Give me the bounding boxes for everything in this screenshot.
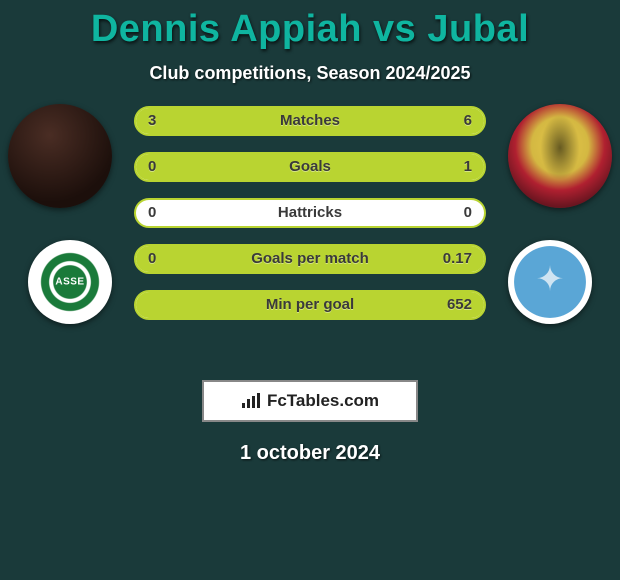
player2-avatar bbox=[508, 104, 612, 208]
stat-bar-matches: 36Matches bbox=[134, 106, 486, 136]
player2-club-badge bbox=[508, 240, 592, 324]
stat-label: Min per goal bbox=[136, 292, 484, 318]
stat-bar-min-per-goal: 652Min per goal bbox=[134, 290, 486, 320]
site-name: FcTables.com bbox=[267, 391, 379, 411]
chart-icon bbox=[241, 393, 261, 409]
comparison-panel: 36Matches 01Goals 00Hattricks 00.17Goals pe… bbox=[0, 106, 620, 366]
snapshot-date: 1 october 2024 bbox=[0, 442, 620, 465]
stat-label: Goals bbox=[136, 154, 484, 180]
player1-name: Dennis Appiah bbox=[91, 8, 362, 50]
stat-bar-goals-per-match: 00.17Goals per match bbox=[134, 244, 486, 274]
stat-bars: 36Matches 01Goals 00Hattricks 00.17Goals pe… bbox=[134, 106, 486, 336]
stat-bar-hattricks: 00Hattricks bbox=[134, 198, 486, 228]
player2-name: Jubal bbox=[427, 8, 529, 50]
comparison-title: Dennis Appiah vs Jubal bbox=[0, 0, 620, 51]
subtitle: Club competitions, Season 2024/2025 bbox=[0, 63, 620, 84]
stat-bar-goals: 01Goals bbox=[134, 152, 486, 182]
vs-text: vs bbox=[373, 8, 416, 50]
player1-avatar bbox=[8, 104, 112, 208]
stat-label: Matches bbox=[136, 108, 484, 134]
player1-club-badge bbox=[28, 240, 112, 324]
site-branding: FcTables.com bbox=[202, 380, 418, 422]
stat-label: Hattricks bbox=[136, 200, 484, 226]
stat-label: Goals per match bbox=[136, 246, 484, 272]
